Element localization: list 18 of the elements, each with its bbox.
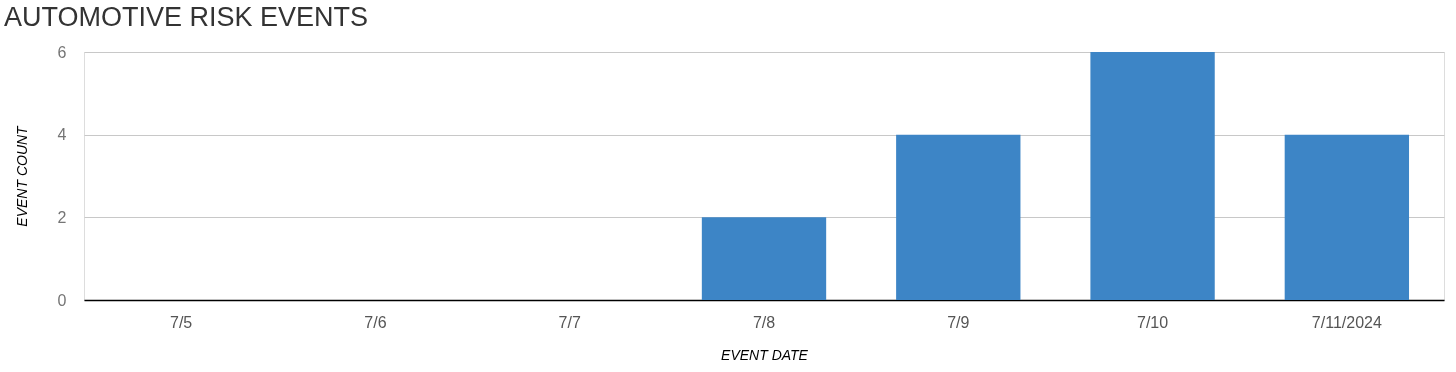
y-tick-label: 2 <box>57 208 67 226</box>
y-tick-label: 6 <box>57 43 67 61</box>
chart-title: AUTOMOTIVE RISK EVENTS <box>4 2 369 32</box>
x-axis-title: EVENT DATE <box>721 346 809 363</box>
x-tick-label: 7/5 <box>170 313 193 331</box>
x-tick-label: 7/9 <box>947 313 970 331</box>
x-tick-label: 7/11/2024 <box>1311 313 1382 331</box>
y-axis-title: EVENT COUNT <box>13 124 30 227</box>
bar <box>896 134 1021 300</box>
y-tick-label: 0 <box>57 291 67 309</box>
x-tick-label: 7/8 <box>752 313 776 331</box>
x-tick-label: 7/10 <box>1137 313 1169 331</box>
bar <box>1284 134 1410 300</box>
bar <box>1090 52 1215 300</box>
x-tick-label: 7/6 <box>364 313 387 331</box>
x-tick-label: 7/7 <box>558 313 581 331</box>
y-tick-label: 4 <box>57 126 67 144</box>
bar <box>701 217 827 300</box>
